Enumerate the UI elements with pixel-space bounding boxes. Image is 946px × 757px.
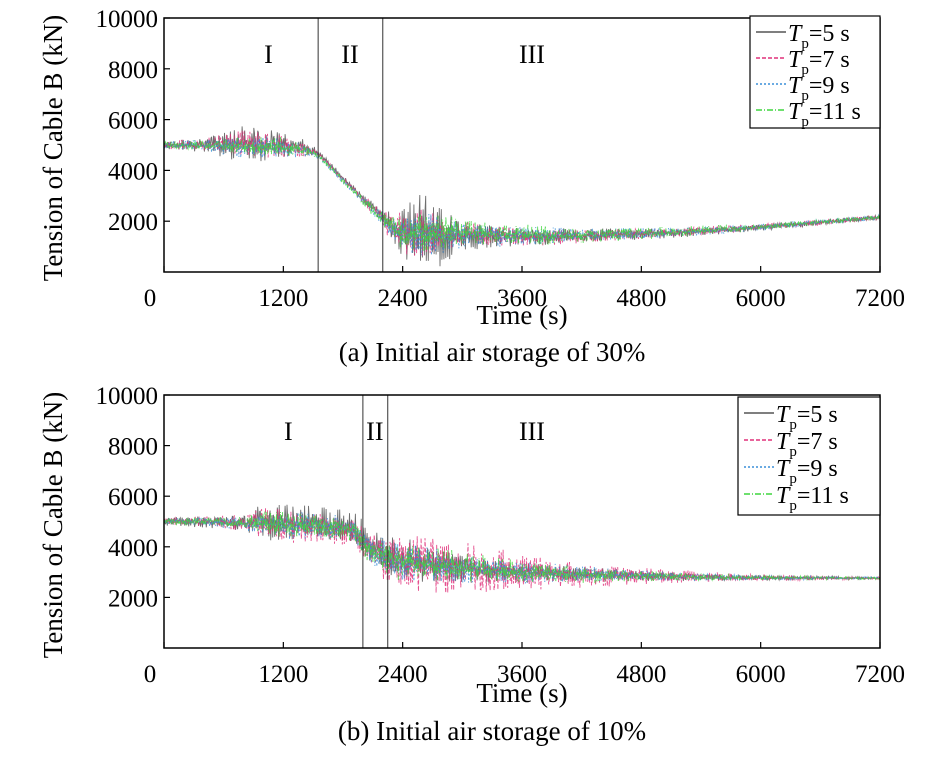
x-ticks: 0 1200 2400 3600 4800 6000 7200	[144, 642, 905, 688]
legend-entry: Tp=11 s	[776, 483, 849, 514]
x-tick-label: 6000	[736, 285, 786, 312]
x-tick-label: 3600	[497, 661, 547, 688]
y-tick-label: 6000	[108, 108, 158, 135]
region-labels: I II III	[284, 417, 545, 446]
region-label-i: I	[264, 40, 273, 69]
series-line-tp-11s	[163, 137, 881, 251]
x-tick-label: 3600	[497, 285, 547, 312]
traces	[163, 504, 881, 594]
region-label-iii: III	[519, 40, 545, 69]
x-tick-label: 6000	[736, 661, 786, 688]
legend-entry: Tp=9 s	[776, 456, 838, 487]
region-label-ii: II	[366, 417, 383, 446]
x-tick-label: 1200	[258, 661, 308, 688]
x-axis-label: Time (s)	[476, 678, 567, 708]
x-ticks: 0 1200 2400 3600 4800 6000 7200	[144, 266, 905, 312]
y-axis-label: Tension of Cable B (kN)	[38, 15, 68, 282]
y-tick-label: 6000	[108, 484, 158, 511]
panel-caption: (b) Initial air storage of 10%	[338, 716, 646, 746]
region-boundaries	[317, 18, 384, 272]
x-tick-label: 0	[144, 285, 157, 312]
y-tick-label: 10000	[96, 383, 159, 410]
y-tick-label: 4000	[108, 535, 158, 562]
x-tick-label: 4800	[616, 661, 666, 688]
legend-entry: Tp=9 s	[788, 73, 850, 104]
x-tick-label: 0	[144, 661, 157, 688]
legend-box	[737, 396, 881, 516]
legend: Tp=5 sTp=7 sTp=9 sTp=11 s	[737, 396, 881, 516]
region-labels: I II III	[264, 40, 545, 69]
region-label-iii: III	[519, 417, 545, 446]
legend-entry: Tp=7 s	[788, 47, 850, 78]
traces	[163, 126, 881, 267]
y-axis-label: Tension of Cable B (kN)	[38, 392, 68, 659]
series-line-tp-11s	[163, 511, 881, 584]
y-ticks: 2000 4000 6000 8000 10000	[96, 383, 170, 612]
y-tick-label: 8000	[108, 434, 158, 461]
y-tick-label: 2000	[108, 585, 158, 612]
region-boundaries	[362, 395, 389, 648]
series-line-tp-9s	[163, 137, 881, 256]
legend-entry: Tp=5 s	[776, 402, 838, 433]
region-label-ii: II	[341, 40, 358, 69]
panel-caption: (a) Initial air storage of 30%	[339, 337, 646, 367]
legend: Tp=5 sTp=7 sTp=9 sTp=11 s	[749, 15, 881, 130]
x-tick-label: 1200	[258, 285, 308, 312]
x-tick-label: 2400	[378, 285, 428, 312]
x-tick-label: 7200	[855, 661, 905, 688]
x-tick-label: 4800	[616, 285, 666, 312]
y-ticks: 2000 4000 6000 8000 10000	[96, 6, 170, 236]
y-tick-label: 8000	[108, 57, 158, 84]
x-axis-label: Time (s)	[476, 300, 567, 330]
legend-entry: Tp=5 s	[788, 21, 850, 52]
legend-entry: Tp=11 s	[788, 99, 861, 130]
x-tick-label: 2400	[378, 661, 428, 688]
y-tick-label: 4000	[108, 158, 158, 185]
region-label-i: I	[284, 417, 293, 446]
y-tick-label: 10000	[96, 6, 159, 33]
legend-entry: Tp=7 s	[776, 429, 838, 460]
x-tick-label: 7200	[855, 285, 905, 312]
y-tick-label: 2000	[108, 209, 158, 236]
